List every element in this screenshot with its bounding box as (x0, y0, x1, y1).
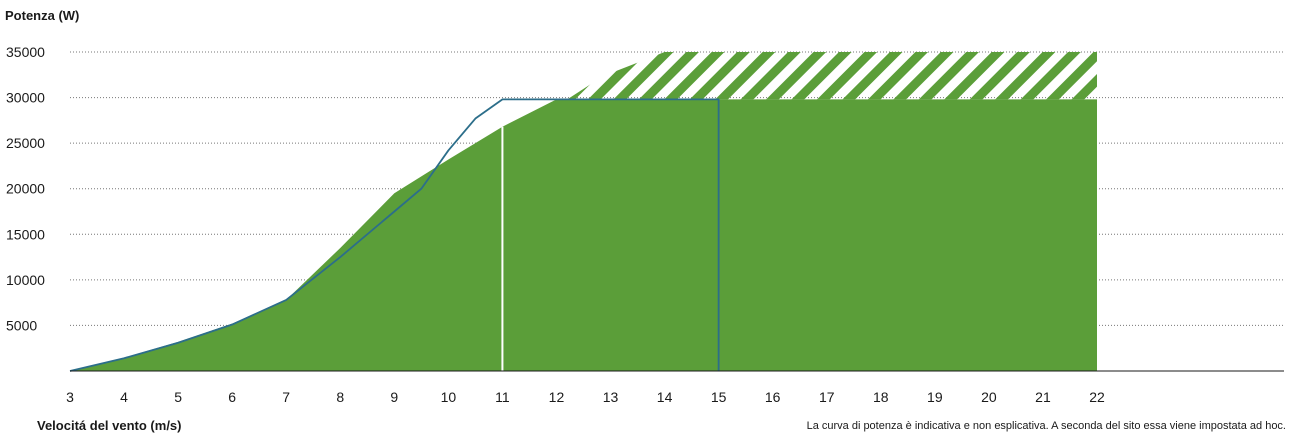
x-tick-13: 13 (603, 389, 619, 405)
x-tick-17: 17 (819, 389, 835, 405)
x-tick-6: 6 (228, 389, 236, 405)
x-tick-5: 5 (174, 389, 182, 405)
y-tick-5000: 5000 (6, 317, 37, 333)
x-tick-7: 7 (282, 389, 290, 405)
x-axis-label: Velocitá del vento (m/s) (37, 418, 182, 433)
x-tick-22: 22 (1089, 389, 1105, 405)
x-tick-labels: 3 4 5 6 7 8 9 10 11 12 13 14 15 16 17 18 19 20 21 22 (66, 389, 1105, 405)
y-tick-25000: 25000 (6, 135, 45, 151)
x-tick-16: 16 (765, 389, 781, 405)
y-tick-30000: 30000 (6, 90, 45, 106)
x-tick-12: 12 (549, 389, 565, 405)
y-tick-10000: 10000 (6, 272, 45, 288)
power-area (70, 99, 1097, 371)
x-tick-8: 8 (336, 389, 344, 405)
x-tick-9: 9 (390, 389, 398, 405)
x-tick-20: 20 (981, 389, 997, 405)
x-tick-18: 18 (873, 389, 889, 405)
x-tick-15: 15 (711, 389, 727, 405)
x-tick-3: 3 (66, 389, 74, 405)
x-tick-14: 14 (657, 389, 673, 405)
power-area-layer (70, 52, 1097, 371)
x-tick-21: 21 (1035, 389, 1051, 405)
y-tick-15000: 15000 (6, 226, 45, 242)
y-tick-20000: 20000 (6, 181, 45, 197)
y-tick-35000: 35000 (6, 44, 45, 60)
power-curve-layer (69, 98, 720, 372)
x-tick-19: 19 (927, 389, 943, 405)
x-tick-4: 4 (120, 389, 128, 405)
y-tick-labels: 5000 10000 15000 20000 25000 30000 35000 (6, 44, 45, 333)
hatched-extension-area (567, 52, 1097, 100)
y-axis-label: Potenza (W) (5, 8, 80, 23)
power-curve-line (69, 98, 720, 372)
x-tick-10: 10 (441, 389, 457, 405)
chart-footnote: La curva di potenza è indicativa e non e… (806, 420, 1286, 432)
x-tick-11: 11 (495, 389, 510, 405)
